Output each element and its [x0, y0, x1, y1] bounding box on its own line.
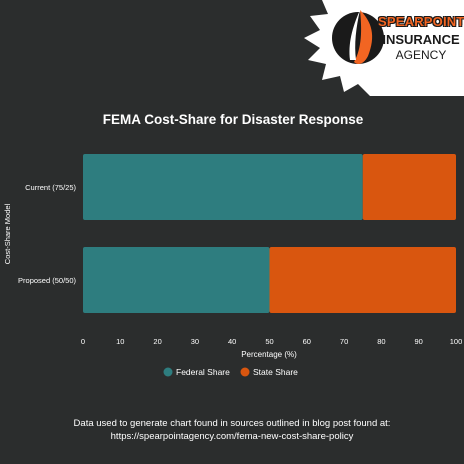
- x-tick-label: 0: [81, 337, 85, 346]
- logo-circle-icon: [332, 12, 384, 64]
- footer-source-url: https://spearpointagency.com/fema-new-co…: [110, 431, 354, 442]
- legend: Federal Share State Share: [163, 367, 298, 377]
- footer-source-note: Data used to generate chart found in sou…: [73, 418, 391, 429]
- x-tick-label: 80: [377, 337, 385, 346]
- x-tick-label: 60: [303, 337, 311, 346]
- spear-icon: [354, 10, 373, 64]
- x-tick-label: 100: [450, 337, 463, 346]
- x-axis-label: Percentage (%): [241, 350, 297, 359]
- brand-name-line1: SPEARPOINT: [378, 14, 464, 29]
- brand-name-line2: INSURANCE: [382, 32, 460, 47]
- y-tick-label: Current (75/25): [25, 183, 76, 192]
- y-axis-label: Cost-Share Model: [3, 203, 12, 264]
- chart-title: FEMA Cost-Share for Disaster Response: [103, 112, 364, 127]
- x-tick-label: 30: [191, 337, 199, 346]
- x-tick-label: 50: [265, 337, 273, 346]
- legend-marker-state: [240, 367, 250, 377]
- brand-logo: [304, 0, 464, 96]
- bar-federal-2: [83, 247, 270, 313]
- plot-area: Current (75/25) Proposed (50/50) 0 10 20 30 40…: [18, 154, 462, 346]
- x-tick-label: 90: [415, 337, 423, 346]
- spear-blade-icon: [349, 10, 360, 60]
- brand-name-line3: AGENCY: [395, 48, 447, 62]
- bar-state-2: [269, 247, 456, 313]
- legend-label-federal: Federal Share: [176, 367, 230, 377]
- x-tick-label: 70: [340, 337, 348, 346]
- x-tick-label: 40: [228, 337, 236, 346]
- x-tick-label: 20: [153, 337, 161, 346]
- legend-label-state: State Share: [253, 367, 298, 377]
- x-tick-label: 10: [116, 337, 124, 346]
- bar-state-1: [362, 154, 456, 220]
- y-tick-label: Proposed (50/50): [18, 276, 76, 285]
- legend-marker-federal: [163, 367, 173, 377]
- bar-federal-1: [83, 154, 363, 220]
